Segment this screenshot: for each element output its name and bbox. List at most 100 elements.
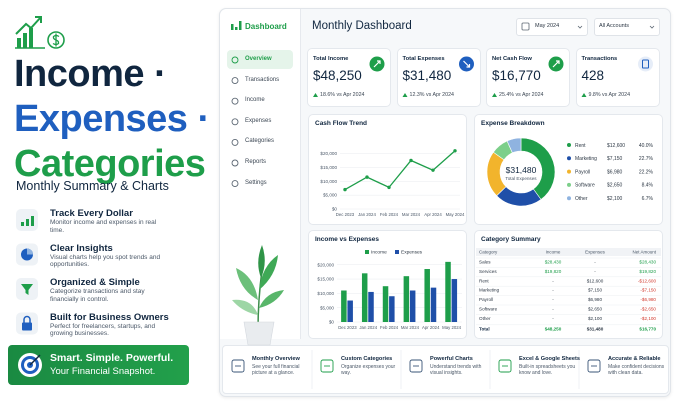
footer-title: Custom Categories — [341, 356, 393, 362]
x-tick-label: Dec 2023 — [336, 212, 355, 217]
hero-subtitle: Monthly Summary & Charts — [16, 179, 169, 193]
table-cell: $19,820 — [639, 269, 656, 274]
table-cell: - — [552, 316, 554, 321]
logo-coin — [47, 31, 65, 49]
chart-card — [308, 114, 467, 225]
legend-dot — [567, 143, 571, 147]
legend-amount: $2,650 — [607, 183, 623, 189]
plant-leaf — [236, 268, 258, 300]
footer-icon — [320, 359, 334, 373]
logo-bar — [23, 33, 27, 48]
plant-leaf — [232, 299, 258, 315]
feature-glyph — [21, 222, 24, 226]
table-cell: - — [594, 269, 596, 274]
kpi-label: Total Income — [313, 56, 349, 62]
chart-title: Income vs Expenses — [315, 236, 379, 243]
y-tick-label: $5,000 — [320, 305, 334, 310]
feature-glyph — [31, 216, 34, 226]
line-point — [453, 149, 457, 153]
feature-text: Monitor income and expenses in real time… — [50, 219, 157, 234]
legend-label: Rent — [575, 143, 586, 149]
y-tick-label: $20,000 — [317, 262, 334, 267]
table-cell: $31,480 — [587, 326, 604, 331]
kpi-label: Transactions — [581, 56, 618, 62]
table-cell: $16,770 — [639, 326, 656, 331]
kpi-up-arrow — [402, 93, 408, 97]
x-tick-label: Jan 2024 — [358, 212, 376, 217]
hero-title-line: Expenses · — [14, 98, 210, 140]
plant-leaf — [259, 290, 284, 308]
y-tick-label: $15,000 — [320, 165, 337, 170]
nav-item[interactable]: Settings — [245, 179, 267, 186]
kpi-up-arrow — [313, 93, 318, 97]
line-point — [365, 175, 369, 179]
legend-dot — [567, 156, 571, 161]
banner-line: Your Financial Snapshot. — [50, 366, 156, 377]
table-cell: $19,820 — [545, 269, 562, 274]
footer-text: Understand trends with visual insights. — [430, 364, 482, 376]
plant-pot — [243, 321, 275, 346]
chart-title: Expense Breakdown — [481, 120, 545, 127]
table-cell: -$2,100 — [640, 316, 656, 321]
legend-label: Payroll — [575, 169, 590, 175]
kpi-glyph — [642, 59, 649, 69]
nav-item[interactable]: Reports — [245, 159, 267, 165]
legend-swatch — [395, 250, 399, 254]
x-tick-label: May 2024 — [446, 212, 465, 217]
donut-center-value: $31,480 — [506, 165, 537, 175]
nav-item[interactable]: Transactions — [245, 76, 280, 83]
footer-title: Monthly Overview — [252, 356, 300, 362]
feature-text: Visual charts help you spot trends and o… — [50, 253, 161, 269]
y-tick-label: $10,000 — [320, 179, 337, 184]
table-cell: Other — [479, 316, 491, 321]
legend-percent: 6.7% — [642, 196, 654, 202]
donut-segment — [506, 137, 522, 154]
x-tick-label: Feb 2024 — [380, 325, 399, 330]
feature-text: Categorize transactions and stay financi… — [50, 288, 145, 303]
y-tick-label: $10,000 — [317, 291, 334, 296]
nav-icon — [231, 118, 239, 126]
footer-title: Excel & Google Sheets — [519, 356, 580, 362]
nav-item[interactable]: Expenses — [245, 117, 272, 124]
period[interactable]: May 2024 — [535, 23, 560, 29]
x-tick-label: Apr 2024 — [422, 325, 440, 330]
logo-dollar — [52, 33, 60, 47]
footer-title: Powerful Charts — [430, 356, 473, 362]
footer-icon — [231, 359, 245, 373]
bar — [451, 279, 458, 322]
line-point — [409, 158, 413, 163]
account-select[interactable] — [594, 18, 660, 36]
nav-item[interactable]: Overview — [245, 56, 272, 62]
hero-title-line: Income · — [14, 53, 167, 95]
y-tick-label: $20,000 — [320, 151, 337, 156]
line-point — [343, 187, 347, 192]
line-point — [387, 185, 391, 190]
footer-strip — [222, 345, 669, 394]
kpi-change: 12.3% vs Apr 2024 — [409, 92, 454, 98]
legend-percent: 22.7% — [639, 156, 654, 162]
table-title: Category Summary — [481, 236, 541, 243]
table-cell: - — [552, 288, 554, 293]
legend-swatch — [365, 250, 369, 254]
bar — [347, 300, 353, 322]
feature-title: Built for Business Owners — [50, 311, 169, 323]
bar — [368, 291, 374, 322]
bar — [341, 290, 347, 322]
brand-icon — [231, 24, 234, 30]
kpi-value: $31,480 — [402, 68, 452, 83]
period-select[interactable] — [516, 18, 588, 36]
chart-card — [474, 114, 663, 225]
dashboard-title: Monthly Dashboard — [312, 20, 412, 32]
brand-icon — [239, 21, 242, 30]
x-tick-label: Mar 2024 — [402, 212, 421, 217]
legend-label: Expenses — [401, 250, 423, 256]
table-cell: $28,430 — [545, 260, 562, 265]
account[interactable]: All Accounts — [599, 23, 629, 29]
nav-item[interactable]: Income — [245, 97, 265, 104]
nav-item[interactable]: Categories — [245, 138, 275, 145]
kpi-change: 25.4% vs Apr 2024 — [499, 92, 544, 98]
line-series — [344, 150, 456, 191]
footer-title: Accurate & Reliable — [608, 356, 661, 362]
